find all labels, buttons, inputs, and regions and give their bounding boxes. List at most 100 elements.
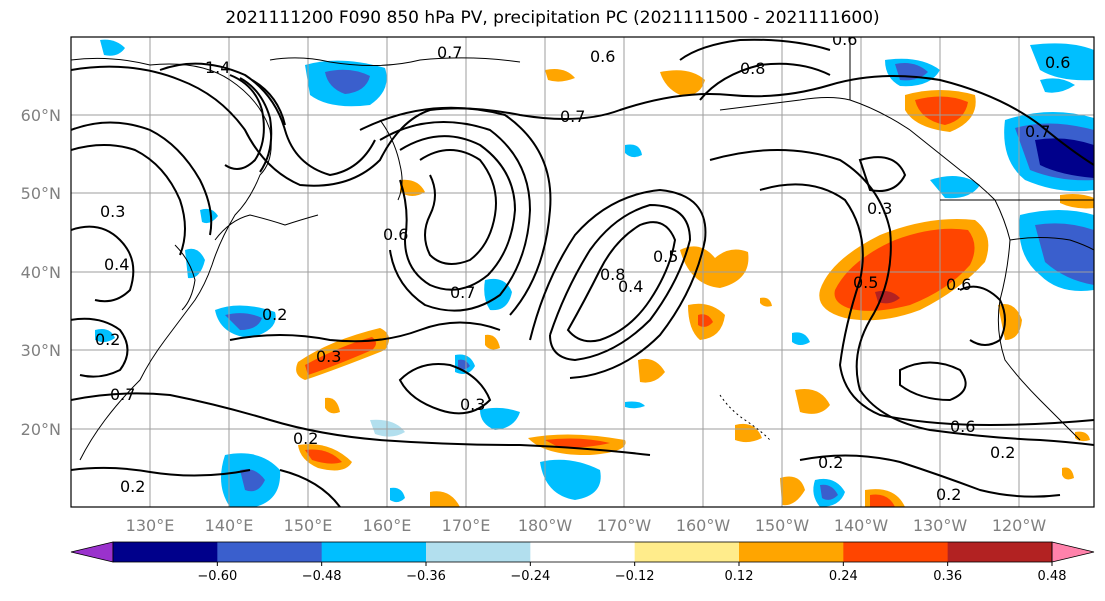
pv-contour: [229, 321, 501, 343]
precip-negative-area: [540, 459, 601, 500]
contour-label: 0.3: [316, 347, 341, 366]
colorbar-tick-label: −0.60: [197, 569, 237, 584]
contour-label: 0.3: [460, 395, 485, 414]
precip-negative-area: [185, 248, 205, 279]
lon-label: 130°E: [126, 516, 175, 535]
lon-label: 140°E: [205, 516, 254, 535]
precip-negative-area: [458, 359, 470, 370]
colorbar-tick-label: −0.48: [302, 569, 342, 584]
colorbar-segment: [426, 542, 531, 562]
colorbar-tick-label: 0.12: [725, 569, 754, 584]
coastline: [214, 214, 319, 241]
contour-label: 1.4: [205, 58, 230, 77]
precip-positive-area: [638, 358, 665, 383]
precip-negative-area: [820, 484, 838, 500]
contour-label: 0.7: [110, 385, 135, 404]
lon-label: 120°W: [992, 516, 1047, 535]
colorbar-segment: [217, 542, 323, 562]
precip-negative-area: [95, 329, 115, 343]
contour-label: 0.2: [936, 485, 961, 504]
precip-positive-area: [915, 96, 968, 125]
precip-negative-area: [200, 208, 218, 224]
precip-negative-area: [1035, 138, 1094, 178]
precip-negative-area: [240, 469, 265, 492]
colorbar-tick-label: −0.24: [510, 569, 550, 584]
precip-positive-area: [305, 449, 342, 464]
precip-positive-area: [1060, 194, 1094, 209]
precip-negative-area: [1030, 43, 1094, 81]
contour-label: 0.7: [560, 107, 585, 126]
colorbar-segment: [113, 542, 218, 562]
pv-contour: [251, 79, 286, 126]
coastline: [719, 97, 851, 111]
precip-positive-area: [680, 246, 749, 288]
precip-negative-area: [792, 332, 810, 345]
pv-contour: [359, 106, 552, 316]
latitude-labels: 60°N 50°N 40°N 30°N 20°N: [21, 106, 61, 439]
coastlines: [71, 37, 1094, 461]
colorbar-tick-label: 0.36: [933, 569, 962, 584]
colorbar-tick-label: 0.48: [1038, 569, 1067, 584]
lat-label: 60°N: [21, 106, 61, 125]
contour-label: 0.7: [450, 283, 475, 302]
colorbar-frame: [112, 541, 1053, 563]
colorbar-segment: [634, 542, 740, 562]
precip-negative-area: [1035, 223, 1094, 285]
pv-contour: [699, 62, 831, 101]
pv-contour: [419, 149, 497, 265]
precip-positive-area: [430, 491, 460, 507]
graticule: [71, 37, 1094, 507]
lat-label: 20°N: [21, 420, 61, 439]
precip-positive-area: [305, 337, 376, 375]
lat-label: 50°N: [21, 184, 61, 203]
pv-contour: [529, 188, 707, 379]
contour-label: 0.4: [104, 255, 129, 274]
precip-negative-area: [100, 39, 125, 56]
contour-label: 0.2: [262, 305, 287, 324]
colorbar-segment: [947, 542, 1053, 562]
precip-positive-area: [698, 314, 713, 327]
precip-negative-area: [1040, 78, 1075, 93]
precip-positive-area: [735, 423, 762, 443]
precip-negative-area: [390, 487, 405, 503]
contour-label: 0.6: [1045, 53, 1070, 72]
pv-contour: [398, 363, 492, 415]
colorbar-extension-low: [70, 541, 114, 563]
lon-label: 150°W: [755, 516, 810, 535]
lon-label: 160°E: [363, 516, 412, 535]
lon-label: 130°W: [913, 516, 968, 535]
pv-contour: [71, 317, 129, 378]
pv-contour: [224, 74, 265, 170]
pv-contour: [71, 65, 1094, 187]
contour-label: 0.6: [832, 30, 857, 49]
pv-contour: [159, 62, 376, 177]
coastline: [71, 57, 272, 461]
precip-positive-area: [760, 297, 772, 307]
precip-anomaly-shading: [95, 39, 1094, 507]
contour-label: 0.4: [618, 277, 643, 296]
pv-contour: [549, 203, 692, 362]
colorbar-extension-high: [1051, 541, 1095, 563]
pv-contour: [239, 77, 273, 173]
pv-contour: [799, 454, 1061, 498]
contour-label: 0.2: [293, 429, 318, 448]
lat-label: 30°N: [21, 341, 61, 360]
pv-contour: [71, 392, 651, 456]
contour-label: 0.6: [950, 417, 975, 436]
pv-contour: [709, 149, 1094, 446]
contour-label: 0.6: [383, 225, 408, 244]
precip-negative-area: [225, 313, 262, 330]
lon-label: 140°W: [834, 516, 889, 535]
lon-label: 160°W: [676, 516, 731, 535]
coastline: [269, 57, 521, 67]
coastline: [1009, 237, 1094, 251]
colorbar: −0.60 −0.48 −0.36 −0.24 −0.12 0.12 0.24 0.36 0.4…: [70, 541, 1095, 584]
contour-label: 0.7: [437, 43, 462, 62]
colorbar-tick-label: −0.12: [615, 569, 655, 584]
pv-contour: [71, 144, 186, 256]
precip-positive-area: [485, 334, 500, 350]
precip-positive-area: [795, 389, 830, 414]
contour-label: 0.6: [590, 47, 615, 66]
precip-positive-area: [545, 438, 610, 448]
precip-positive-area: [545, 69, 575, 82]
